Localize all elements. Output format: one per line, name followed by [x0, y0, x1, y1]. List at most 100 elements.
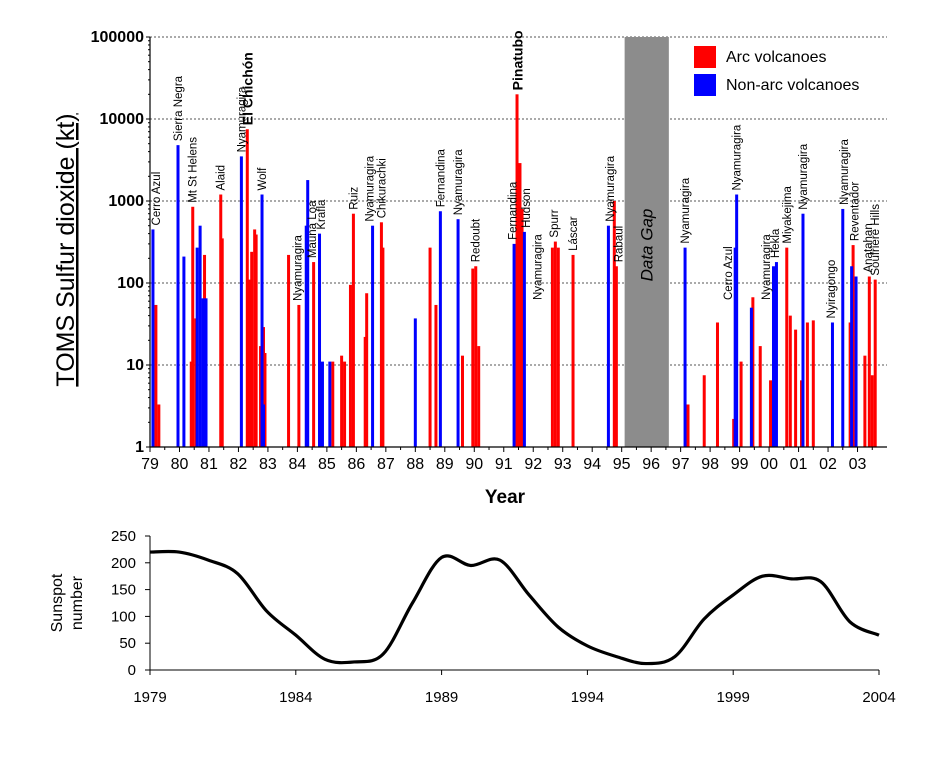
volcano-label: Nyamuragira [453, 149, 465, 215]
bar [867, 276, 871, 447]
bar [788, 315, 792, 447]
y-tick-label: 10 [126, 357, 144, 374]
bar [413, 318, 417, 447]
bar [477, 346, 481, 447]
x-tick-label: 98 [701, 456, 719, 473]
bar [715, 322, 719, 447]
bar [306, 180, 310, 447]
bar [312, 262, 316, 447]
bar [471, 268, 475, 447]
bar [512, 243, 516, 447]
bar [520, 208, 524, 447]
volcano-label: Fernandina [435, 148, 447, 207]
x-tick-label: 92 [524, 456, 542, 473]
x-tick-label: 90 [465, 456, 483, 473]
bar [331, 361, 335, 447]
bar [830, 322, 834, 447]
bar [254, 234, 258, 447]
bar [614, 266, 618, 447]
bar [474, 266, 478, 447]
legend-label: Arc volcanoes [726, 49, 827, 66]
bar [220, 238, 224, 447]
volcano-label: Pinatubo [510, 30, 526, 90]
volcano-label: Spurr [549, 209, 561, 237]
volcano-label: Wolf [257, 167, 269, 191]
volcano-label: Nyamuragira [839, 139, 851, 205]
bar [772, 266, 776, 447]
volcano-label: Nyamuragira [761, 234, 773, 300]
y-tick-label: 250 [111, 528, 136, 545]
bar [438, 211, 442, 447]
volcano-label: Nyamuragira [798, 143, 810, 209]
bar [328, 361, 332, 447]
x-tick-label: 94 [583, 456, 601, 473]
bar [460, 355, 464, 447]
volcano-label: Anatahan [863, 223, 875, 272]
bar [381, 247, 385, 447]
x-tick-label: 88 [406, 456, 424, 473]
volcano-label: Láscar [568, 216, 580, 251]
x-tick-label: 85 [318, 456, 336, 473]
bar [606, 225, 610, 447]
bar [774, 262, 778, 447]
bar [157, 404, 161, 447]
bar [263, 353, 267, 447]
bar [702, 375, 706, 447]
bar [735, 194, 739, 447]
volcano-label: Rabaul [614, 226, 626, 262]
bar [287, 254, 291, 447]
volcano-label: Krafla [316, 199, 328, 230]
x-tick-label: 84 [289, 456, 307, 473]
y-axis-title: TOMS Sulfur dioxide (kt) [52, 113, 80, 386]
x-tick-label: 1984 [279, 689, 312, 706]
y-axis-title-line1: Sunspot [49, 573, 66, 632]
x-tick-label: 87 [377, 456, 395, 473]
bar [248, 279, 252, 447]
volcano-label: Hekla [770, 228, 782, 258]
y-tick-label: 150 [111, 582, 136, 599]
x-tick-label: 01 [790, 456, 808, 473]
x-tick-label: 00 [760, 456, 778, 473]
bar [873, 279, 877, 447]
bar [870, 375, 874, 447]
x-tick-label: 2004 [862, 689, 895, 706]
bar [553, 241, 557, 447]
y-tick-label: 0 [128, 662, 136, 679]
x-tick-label: 82 [230, 456, 248, 473]
bar [515, 94, 519, 447]
x-tick-label: 93 [554, 456, 572, 473]
y-tick-label: 1000 [108, 193, 144, 210]
bar [518, 163, 522, 447]
y-tick-label: 50 [119, 635, 136, 652]
legend-label: Non-arc volcanoes [726, 77, 859, 94]
volcano-label: Cerro Azul [151, 172, 163, 226]
bar [612, 201, 616, 447]
volcano-label: Miyakejima [782, 186, 794, 244]
bar [683, 247, 687, 447]
bar [686, 404, 690, 447]
volcano-label: Ruiz [348, 186, 360, 209]
x-tick-label: 97 [672, 456, 690, 473]
bar [550, 247, 554, 447]
volcano-label: Nyamuragira [732, 124, 744, 190]
bar [434, 304, 438, 447]
x-tick-label: 1994 [571, 689, 604, 706]
x-tick-label: 1979 [133, 689, 166, 706]
bar [769, 380, 773, 447]
x-tick-label: 80 [171, 456, 189, 473]
bar [176, 145, 180, 447]
bar [841, 208, 845, 447]
y-tick-label: 200 [111, 555, 136, 572]
bar [318, 233, 322, 447]
x-tick-label: 89 [436, 456, 454, 473]
y-tick-label: 100 [111, 608, 136, 625]
bar [348, 284, 352, 447]
bar [785, 247, 789, 447]
bar [239, 156, 243, 447]
bar [195, 247, 199, 447]
bar [371, 225, 375, 447]
volcano-label: Cerro Azul [723, 246, 735, 300]
volcano-label: Nyiragongo [826, 260, 838, 319]
x-tick-label: 81 [200, 456, 218, 473]
